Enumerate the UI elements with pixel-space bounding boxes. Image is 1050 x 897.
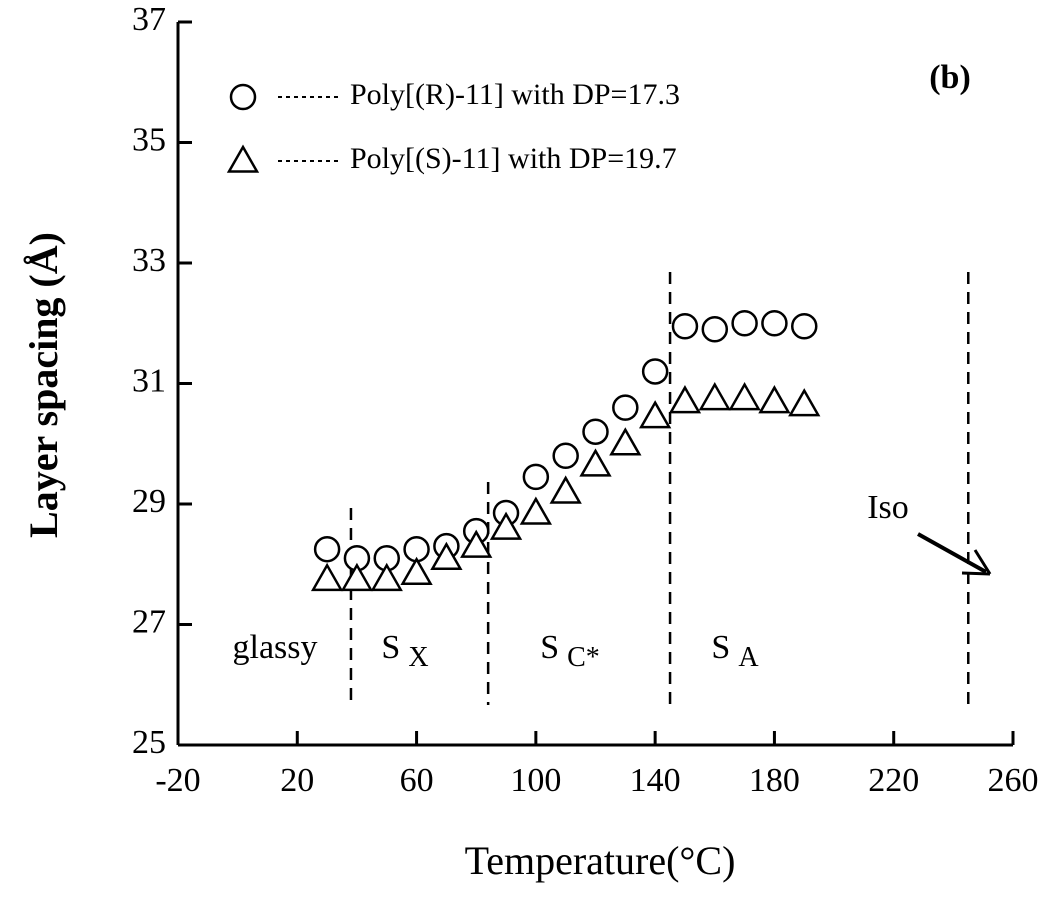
data-point [552,442,579,470]
y-tick-label: 29 [132,483,166,520]
phase-label: S C* [540,629,600,674]
x-tick-label: 60 [400,762,434,799]
data-point [731,310,758,337]
data-point [668,385,702,414]
x-tick-label: 220 [868,762,919,799]
data-point [489,511,523,540]
data-point [340,562,374,592]
legend-marker [226,144,260,173]
data-point [701,316,729,343]
panel-label: (b) [929,59,971,96]
data-point [609,427,642,456]
data-point [671,313,699,340]
x-tick-label: 180 [749,762,800,799]
data-point [582,418,609,445]
data-point [641,358,669,385]
data-point [400,556,433,586]
y-tick-label: 25 [132,724,166,761]
data-point [758,385,791,414]
phase-text: S [381,629,400,666]
x-tick-label: 20 [280,762,314,799]
phase-subscript: C* [567,642,600,673]
iso-arrow [917,532,987,574]
x-tick-label: 260 [988,762,1039,799]
phase-text: S [540,629,559,666]
data-point [698,382,731,411]
data-point [430,541,463,570]
phase-subscript: A [738,642,759,673]
phase-text: S [711,629,730,666]
phase-label: glassy [233,629,318,666]
data-point [460,529,493,558]
x-tick-label: 100 [510,762,561,799]
data-point [310,562,344,592]
x-tick-label: 140 [630,762,681,799]
data-point [519,496,553,525]
legend-marker [229,83,257,111]
data-point [728,382,761,411]
y-tick-label: 27 [132,603,166,640]
x-axis-label: Temperature(°C) [465,838,736,883]
phase-subscript: X [408,642,428,673]
y-axis-label: Layer spacing (Å) [21,232,66,538]
data-point [549,475,582,504]
data-point [788,388,821,417]
data-point [313,535,341,563]
y-tick-label: 35 [132,121,166,158]
x-tick-label: -20 [155,762,200,799]
iso-label: Iso [867,489,909,526]
data-point [638,400,672,429]
data-point [370,562,403,592]
data-point [761,310,788,337]
y-tick-label: 33 [132,242,166,279]
legend-label: Poly[(S)-11] with DP=19.7 [350,142,677,175]
y-tick-label: 31 [132,362,166,399]
y-tick-label: 37 [132,1,166,38]
legend-label: Poly[(R)-11] with DP=17.3 [350,78,680,111]
data-point [522,463,550,491]
data-point [579,448,612,477]
data-point [612,394,639,421]
iso-arrow-head [961,549,992,576]
phase-text: glassy [233,629,318,666]
data-point [791,313,818,340]
